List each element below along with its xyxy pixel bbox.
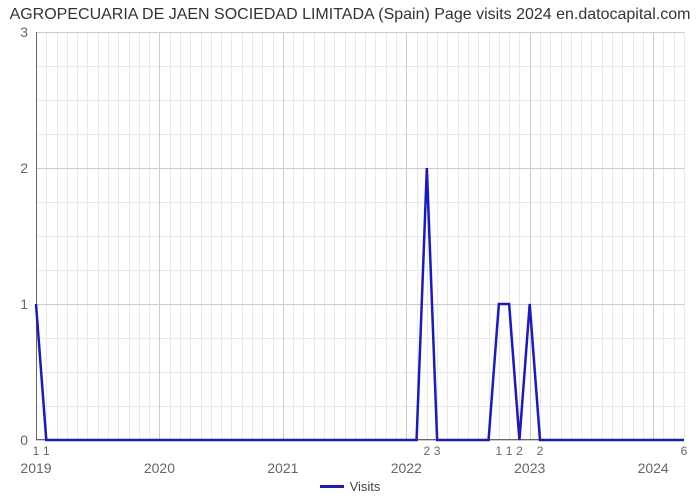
x-tick-label: 2020 — [144, 460, 175, 476]
x-tick-label: 2021 — [267, 460, 298, 476]
y-tick-label: 0 — [20, 432, 28, 448]
point-value-label: 1 — [506, 444, 513, 458]
x-tick-label: 2023 — [514, 460, 545, 476]
chart-title: AGROPECUARIA DE JAEN SOCIEDAD LIMITADA (… — [0, 6, 700, 24]
point-value-label: 2 — [424, 444, 431, 458]
x-tick-label: 2024 — [638, 460, 669, 476]
legend-swatch — [320, 485, 344, 488]
chart-container: AGROPECUARIA DE JAEN SOCIEDAD LIMITADA (… — [0, 0, 700, 500]
y-tick-label: 2 — [20, 160, 28, 176]
y-tick-label: 1 — [20, 296, 28, 312]
minor-grid-v — [684, 32, 685, 440]
point-value-label: 2 — [537, 444, 544, 458]
point-value-label: 6 — [681, 444, 688, 458]
series-path — [36, 168, 684, 440]
point-value-label: 1 — [496, 444, 503, 458]
point-value-label: 3 — [434, 444, 441, 458]
line-series — [36, 32, 684, 440]
point-value-label: 1 — [43, 444, 50, 458]
x-tick-label: 2022 — [391, 460, 422, 476]
x-tick-label: 2019 — [20, 460, 51, 476]
legend-label: Visits — [350, 479, 381, 494]
point-value-label: 2 — [516, 444, 523, 458]
legend: Visits — [0, 478, 700, 494]
y-tick-label: 3 — [20, 24, 28, 40]
plot-area: 2019202020212022202320240123112311226 — [36, 32, 684, 440]
point-value-label: 1 — [33, 444, 40, 458]
